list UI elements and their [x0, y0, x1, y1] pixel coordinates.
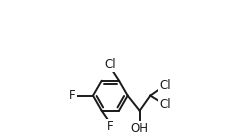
Text: Cl: Cl — [104, 58, 116, 71]
Text: OH: OH — [130, 122, 148, 135]
Text: F: F — [107, 119, 113, 132]
Text: F: F — [69, 89, 75, 102]
Text: Cl: Cl — [158, 98, 170, 111]
Text: Cl: Cl — [158, 79, 170, 92]
